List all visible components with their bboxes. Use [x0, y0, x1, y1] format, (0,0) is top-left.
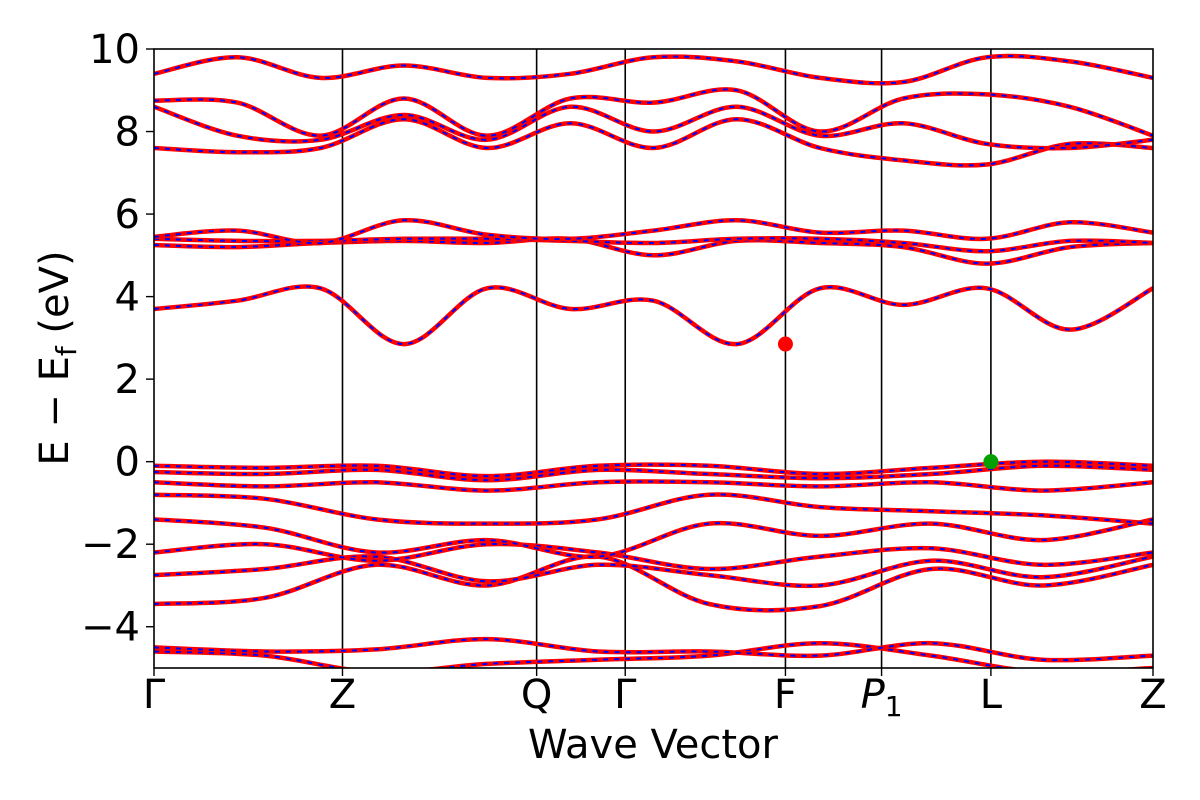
band-line-dashed	[154, 638, 1153, 662]
y-tick-label: 8	[115, 110, 140, 156]
x-tick-label: P1	[861, 672, 903, 723]
band-line-dashed	[154, 642, 1153, 668]
x-tick-label: Γ	[614, 672, 637, 718]
band-11	[154, 284, 1153, 347]
y-tick-label: 2	[115, 357, 140, 403]
y-tick-label: 0	[115, 440, 140, 486]
x-tick-label: L	[980, 672, 1003, 718]
x-tick-label: Γ	[143, 672, 166, 718]
band-2	[154, 636, 1153, 663]
band-18	[154, 53, 1153, 86]
y-tick-label: 4	[115, 275, 140, 321]
y-tick-label: −2	[81, 522, 140, 568]
x-tick-label: Z	[329, 672, 356, 718]
x-axis: Γ Z Q Γ F P1 L Z	[143, 668, 1167, 723]
band-14	[154, 218, 1153, 246]
vbm-marker	[983, 454, 999, 470]
band-16	[154, 104, 1153, 151]
plot-background	[154, 49, 1153, 668]
band-line-dashed	[154, 460, 1153, 478]
band-line-dashed	[154, 219, 1153, 245]
bands-layer	[154, 53, 1153, 668]
plot-frame	[153, 48, 1154, 669]
band-5	[154, 541, 1153, 572]
y-tick-label: −4	[81, 605, 140, 651]
x-tick-label: Z	[1139, 672, 1166, 718]
high-symmetry-lines	[341, 49, 992, 668]
band-4	[154, 554, 1153, 589]
band-line-solid	[154, 87, 1153, 138]
band-6	[154, 517, 1153, 560]
band-line-dashed	[154, 542, 1153, 571]
x-tick-label: F	[774, 672, 797, 718]
band-17	[154, 87, 1153, 138]
band-line-dashed	[154, 105, 1153, 150]
band-line-dashed	[154, 480, 1153, 492]
band-15	[154, 116, 1153, 168]
band-8	[154, 479, 1153, 493]
band-line-dashed	[154, 464, 1153, 482]
x-axis-title: Wave Vector	[528, 722, 779, 768]
band-9	[154, 463, 1153, 483]
y-axis-title: E − Ef (eV)	[32, 250, 83, 465]
band-3	[154, 554, 1153, 613]
y-tick-label: 10	[89, 27, 140, 73]
band-line-dashed	[154, 118, 1153, 167]
band-line-dashed	[154, 555, 1153, 612]
band-line-dashed	[154, 493, 1153, 525]
band-7	[154, 492, 1153, 526]
band-line-dashed	[154, 518, 1153, 558]
band-line-dashed	[154, 555, 1153, 587]
cbm-marker	[777, 336, 793, 352]
x-tick-label: Q	[521, 672, 552, 718]
band-line-dashed	[154, 54, 1153, 85]
markers-layer	[777, 336, 999, 470]
y-axis: −4 −2 0 2 4 6 8 10	[81, 27, 154, 651]
y-tick-label: 6	[115, 192, 140, 238]
band-line-dashed	[154, 285, 1153, 346]
band-1	[154, 640, 1153, 668]
